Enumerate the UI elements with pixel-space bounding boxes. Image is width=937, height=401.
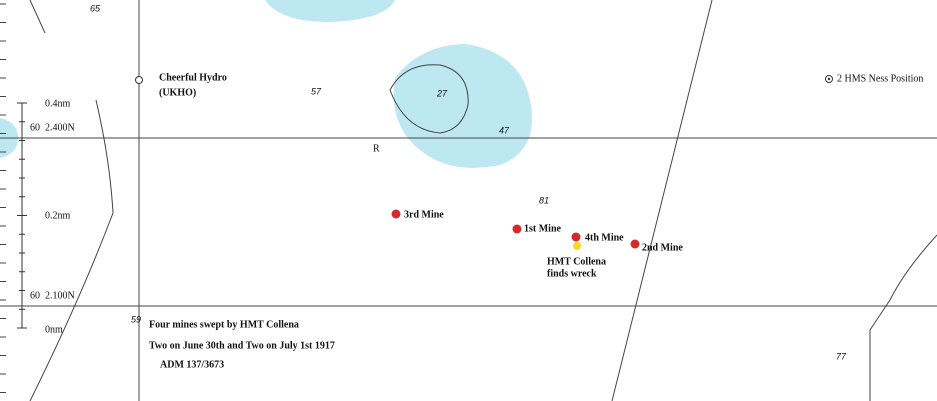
mine-label: 1st Mine: [524, 223, 562, 234]
position-label: Cheerful Hydro: [159, 72, 227, 83]
latitude-label: 60 2.400N: [30, 122, 75, 133]
coast-line: [29, 99, 114, 401]
wreck-label: finds wreck: [547, 268, 597, 279]
depth: 47: [499, 125, 510, 135]
mine-label: 3rd Mine: [404, 209, 444, 220]
position-label: (UKHO): [159, 87, 196, 98]
depth: 57: [311, 86, 322, 96]
wreck-marker: [573, 242, 581, 250]
scale-label: 0.2nm: [45, 210, 71, 221]
depth: 59: [131, 314, 141, 324]
latitude-label: 60 2.100N: [30, 290, 75, 301]
mine-marker: [630, 239, 640, 249]
shoal: [393, 44, 532, 168]
note: Four mines swept by HMT Collena: [149, 319, 299, 330]
chart-marker: R: [373, 143, 380, 154]
depth: 77: [836, 351, 847, 361]
position-marker: [135, 76, 143, 84]
mine-marker: [391, 209, 401, 219]
scale-bar: [17, 102, 27, 329]
note: ADM 137/3673: [160, 359, 224, 370]
wreck-label: HMT Collena: [547, 256, 606, 267]
depth-contour: [389, 64, 469, 134]
scale-label: 0.4nm: [45, 98, 71, 109]
depth: 81: [539, 195, 549, 205]
note: Two on June 30th and Two on July 1st 191…: [149, 340, 335, 351]
scale-label: 0nm: [45, 324, 63, 335]
position-label: 2 HMS Ness Position: [837, 73, 923, 84]
shallows: [0, 0, 532, 168]
shoal: [265, 0, 395, 22]
coast-line: [869, 234, 937, 401]
mine-label: 2nd Mine: [642, 242, 683, 253]
boundary-line: [611, 0, 713, 401]
mine-marker: [571, 232, 581, 242]
edge-ticks: [0, 3, 6, 393]
depth: 27: [436, 88, 448, 98]
position-dot: [827, 77, 831, 81]
mine-marker: [512, 224, 522, 234]
mine-label: 4th Mine: [585, 232, 624, 243]
depth: 65: [90, 3, 101, 13]
coast-line: [29, 0, 46, 34]
